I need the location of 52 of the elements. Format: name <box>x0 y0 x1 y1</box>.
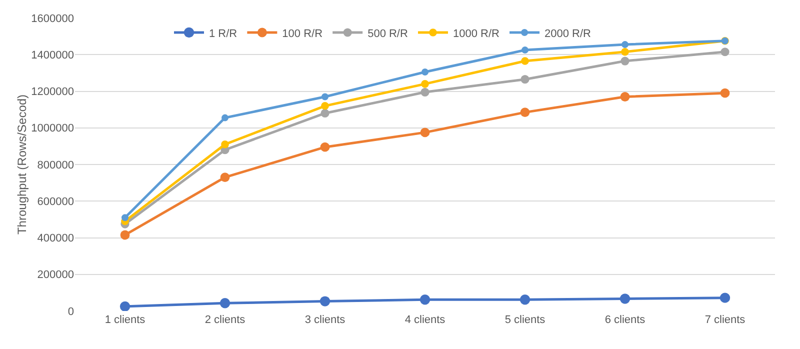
point <box>320 296 330 306</box>
point <box>720 292 730 303</box>
legend-label: 2000 R/R <box>544 28 592 40</box>
y-axis-title: Throughput (Rows/Secod) <box>15 94 30 235</box>
point <box>120 301 130 311</box>
y-tick-label: 1400000 <box>31 49 74 62</box>
point <box>520 294 530 305</box>
point <box>520 108 530 118</box>
x-tick-label: 7 clients <box>704 314 746 326</box>
point <box>421 80 429 88</box>
y-tick-label: 200000 <box>37 269 74 282</box>
point <box>720 88 730 98</box>
point <box>420 294 430 305</box>
legend-label: 500 R/R <box>368 28 408 40</box>
x-tick-label: 2 clients <box>204 314 246 326</box>
point <box>320 142 330 152</box>
x-tick-label: 4 clients <box>404 314 446 326</box>
point <box>322 93 328 100</box>
point <box>220 298 230 308</box>
point <box>420 88 430 96</box>
point <box>620 294 630 304</box>
point <box>422 68 428 76</box>
point <box>220 172 230 182</box>
point <box>522 46 528 54</box>
point <box>521 57 529 65</box>
point <box>620 56 630 66</box>
point <box>622 41 628 48</box>
legend-label: 1000 R/R <box>452 28 500 40</box>
legend-label: 100 R/R <box>282 28 323 40</box>
point <box>320 108 330 118</box>
point <box>222 114 228 122</box>
point <box>420 128 430 138</box>
y-tick-label: 400000 <box>37 232 74 245</box>
y-tick-label: 1000000 <box>31 122 74 135</box>
point <box>122 214 128 222</box>
point <box>120 230 130 240</box>
point <box>520 75 530 84</box>
y-tick-label: 1200000 <box>31 86 74 98</box>
point <box>620 92 630 102</box>
legend-label: 1 R/R <box>209 28 238 40</box>
y-tick-label: 0 <box>68 306 74 318</box>
x-tick-label: 5 clients <box>504 314 546 326</box>
point <box>621 48 629 56</box>
x-tick-label: 6 clients <box>604 314 646 326</box>
point <box>221 140 229 148</box>
x-tick-label: 3 clients <box>304 314 346 326</box>
y-tick-label: 600000 <box>37 196 74 208</box>
y-tick-label: 1600000 <box>31 12 74 25</box>
y-tick-label: 800000 <box>37 159 74 172</box>
point <box>720 48 730 56</box>
x-tick-label: 1 clients <box>104 314 146 326</box>
point <box>321 102 329 110</box>
